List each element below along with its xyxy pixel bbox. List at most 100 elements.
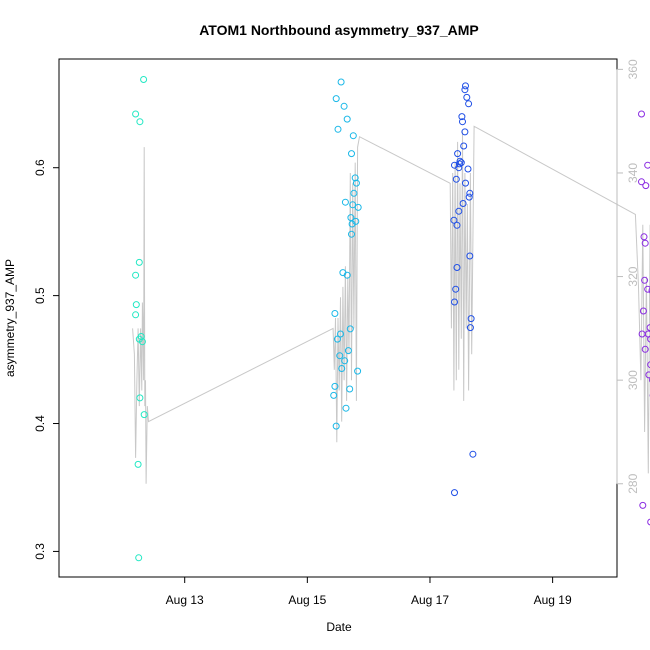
data-point xyxy=(456,157,464,165)
data-point xyxy=(465,193,473,201)
data-point xyxy=(466,189,474,197)
data-point xyxy=(350,189,358,197)
data-point xyxy=(647,335,650,343)
data-point xyxy=(453,221,461,229)
data-point xyxy=(641,276,649,284)
data-point xyxy=(332,422,340,430)
data-point xyxy=(132,311,140,319)
data-point xyxy=(646,324,650,332)
y-tick-label: 0.5 xyxy=(33,287,47,304)
data-point xyxy=(464,165,472,173)
data-point xyxy=(349,201,357,209)
data-point xyxy=(336,352,344,360)
data-point xyxy=(341,198,349,206)
data-point xyxy=(461,86,469,94)
x-tick-label: Aug 19 xyxy=(534,593,572,607)
data-point xyxy=(638,110,645,118)
data-point xyxy=(451,298,458,306)
data-point xyxy=(644,285,650,293)
data-point xyxy=(346,325,354,333)
data-point xyxy=(450,216,458,224)
data-point xyxy=(332,95,340,103)
data-point xyxy=(349,132,357,140)
right-y-axis: 280 300 320 340 360 xyxy=(616,59,640,494)
data-point xyxy=(333,335,341,343)
right-y-tick-label: 280 xyxy=(626,473,640,493)
data-point xyxy=(641,239,649,247)
data-point xyxy=(639,307,647,315)
data-point xyxy=(136,394,144,402)
data-point xyxy=(348,230,355,238)
data-point xyxy=(647,361,650,369)
data-point xyxy=(341,357,349,365)
data-point xyxy=(344,347,352,355)
data-point xyxy=(135,554,143,562)
data-point xyxy=(644,161,650,169)
data-point xyxy=(135,258,143,266)
data-point xyxy=(352,179,360,187)
right-y-tick-label: 360 xyxy=(626,59,640,79)
data-point xyxy=(138,338,146,346)
x-axis-label: Date xyxy=(326,620,352,634)
data-point xyxy=(132,110,140,118)
right-y-tick-label: 340 xyxy=(626,163,640,183)
data-point xyxy=(455,207,463,215)
data-point xyxy=(348,220,356,228)
data-point xyxy=(647,518,650,526)
x-tick-label: Aug 15 xyxy=(288,593,326,607)
data-point xyxy=(467,315,475,323)
data-point xyxy=(465,100,473,108)
data-point xyxy=(346,385,354,393)
data-point xyxy=(462,82,469,90)
data-point xyxy=(140,76,148,83)
data-point xyxy=(453,264,461,271)
data-point xyxy=(460,142,468,150)
trace-line xyxy=(132,125,650,484)
data-point xyxy=(343,271,351,279)
data-point xyxy=(140,411,148,419)
data-point xyxy=(466,324,474,332)
data-point xyxy=(348,150,355,158)
data-point xyxy=(642,182,650,190)
data-point xyxy=(334,125,342,133)
x-tick-label: Aug 13 xyxy=(166,593,204,607)
data-point xyxy=(330,391,338,399)
x-tick-label: Aug 17 xyxy=(411,593,449,607)
data-point xyxy=(452,285,460,293)
data-point xyxy=(648,287,650,294)
data-point xyxy=(338,365,346,372)
data-point xyxy=(347,214,355,222)
data-point xyxy=(340,102,348,110)
data-point xyxy=(458,113,466,121)
scatter-points xyxy=(132,76,650,562)
data-point xyxy=(462,179,469,187)
data-point xyxy=(451,489,458,497)
data-point xyxy=(337,330,344,338)
data-point xyxy=(454,150,462,158)
data-point xyxy=(466,252,474,260)
data-point xyxy=(337,78,345,86)
data-point xyxy=(459,200,467,207)
data-point xyxy=(136,118,144,126)
chart-title: ATOM1 Northbound asymmetry_937_AMP xyxy=(199,22,479,38)
data-point xyxy=(640,233,648,241)
data-point xyxy=(641,345,649,353)
data-point xyxy=(351,174,359,182)
data-point xyxy=(342,404,350,412)
data-point xyxy=(469,450,477,458)
data-point xyxy=(343,115,351,123)
data-point xyxy=(639,501,647,509)
data-point xyxy=(463,93,471,101)
data-point xyxy=(354,203,362,211)
y-tick-label: 0.6 xyxy=(33,159,47,176)
data-point xyxy=(452,175,460,183)
data-point xyxy=(132,271,140,279)
data-point xyxy=(132,301,140,309)
y-tick-label: 0.4 xyxy=(33,415,47,432)
data-point xyxy=(645,371,650,379)
data-point xyxy=(331,310,339,317)
right-y-tick-label: 300 xyxy=(626,370,640,390)
y-axis: 0.3 0.4 0.5 0.6 xyxy=(33,159,59,560)
